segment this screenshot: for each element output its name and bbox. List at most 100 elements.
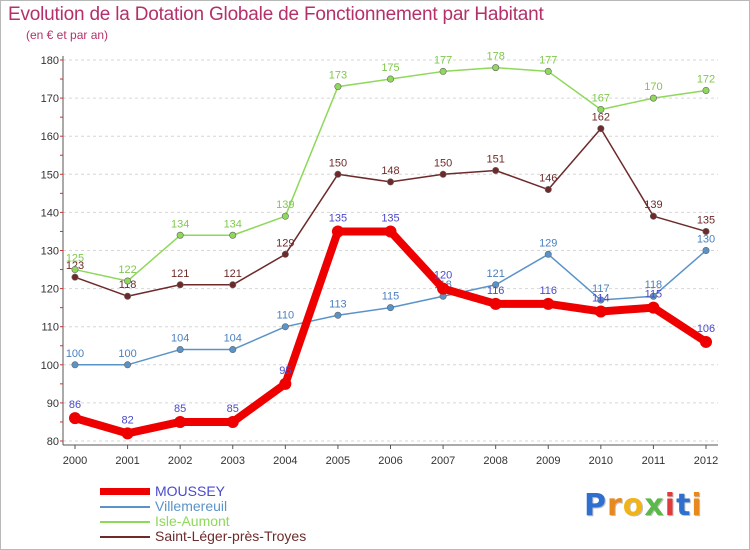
y-tick-label: 150 [41, 169, 59, 181]
x-tick-label: 2009 [536, 455, 560, 467]
data-point [544, 67, 552, 75]
proxiti-logo: Proxiti [584, 488, 703, 523]
data-label: 82 [121, 414, 133, 426]
data-label: 139 [644, 199, 662, 211]
data-point [71, 273, 79, 281]
data-label: 120 [434, 270, 452, 282]
data-label: 172 [697, 73, 715, 85]
legend-item: Saint-Léger-près-Troyes [100, 529, 306, 544]
data-label: 122 [118, 264, 136, 276]
logo-letter: i [664, 488, 677, 523]
y-tick-label: 90 [47, 398, 59, 410]
series-isle-aumont: 125 122 134 134 139 173 175 177 178 177 167 170 172 [66, 51, 715, 285]
data-label: 116 [539, 285, 557, 297]
data-label: 86 [69, 399, 81, 411]
data-label: 114 [592, 292, 610, 304]
data-point [649, 212, 657, 220]
data-point [279, 377, 292, 390]
data-point [492, 281, 500, 289]
x-tick-label: 2012 [694, 455, 718, 467]
x-tick-label: 2000 [63, 455, 87, 467]
y-tick-label: 80 [47, 436, 59, 448]
data-point [226, 415, 239, 428]
logo-letter: o [622, 488, 645, 523]
data-point [121, 427, 134, 440]
data-point [334, 83, 342, 91]
y-tick-label: 160 [41, 131, 59, 143]
data-label: 162 [592, 112, 610, 124]
data-point [384, 225, 397, 238]
data-point [229, 346, 237, 354]
data-point [649, 94, 657, 102]
data-label: 146 [539, 173, 557, 185]
series-moussey: 86 82 85 85 95 135 135 120 116 116 114 115 106 [69, 212, 715, 440]
series-saint-l-ger-pr-s-troyes: 123118121121129150148150151146162139135 [66, 112, 715, 300]
data-label: 117 [592, 283, 610, 295]
data-point [281, 212, 289, 220]
data-point [439, 170, 447, 178]
y-tick-label: 120 [41, 284, 59, 296]
data-label: 129 [276, 237, 294, 249]
data-label: 150 [329, 157, 347, 169]
chart-legend: MOUSSEY Villemereuil Isle-Aumont Saint-Lége… [100, 484, 306, 544]
data-point [176, 231, 184, 239]
data-point [71, 361, 79, 369]
data-label: 139 [276, 199, 294, 211]
data-point [281, 323, 289, 331]
chart-title: Evolution de la Dotation Globale de Fonc… [8, 4, 544, 25]
legend-item: Villemereuil [100, 499, 306, 514]
x-tick-label: 2011 [642, 455, 666, 467]
legend-item: MOUSSEY [100, 484, 306, 499]
legend-label: Isle-Aumont [155, 513, 230, 529]
data-point [229, 231, 237, 239]
data-label: 135 [329, 212, 347, 224]
logo-letter: x [644, 488, 665, 523]
data-point [597, 106, 605, 114]
data-label: 135 [381, 212, 399, 224]
data-point [492, 64, 500, 72]
data-point [69, 412, 81, 425]
data-point [386, 178, 394, 186]
data-point [176, 346, 184, 354]
data-label: 118 [119, 279, 137, 291]
data-label: 118 [645, 279, 663, 291]
data-point [124, 292, 132, 300]
legend-swatch [100, 520, 150, 523]
data-point [439, 67, 447, 75]
x-tick-label: 2007 [431, 455, 455, 467]
legend-label: Saint-Léger-près-Troyes [155, 528, 307, 544]
data-label: 113 [329, 298, 347, 310]
data-label: 121 [224, 268, 242, 280]
logo-letter: t [676, 488, 692, 523]
data-point [702, 247, 710, 255]
y-tick-label: 110 [41, 322, 59, 334]
data-point [647, 301, 660, 314]
x-tick-label: 2001 [115, 455, 139, 467]
y-tick-label: 130 [41, 246, 59, 258]
y-tick-label: 170 [41, 93, 59, 105]
data-point [702, 227, 710, 235]
data-point [489, 297, 502, 310]
data-point [281, 250, 289, 258]
x-tick-label: 2004 [273, 455, 297, 467]
data-label: 110 [277, 310, 295, 322]
data-point [597, 296, 605, 304]
data-label: 121 [171, 268, 189, 280]
data-point [331, 225, 344, 238]
data-point [334, 170, 342, 178]
series-villemereuil: 100100104104110113115118121129117118130 [66, 234, 715, 369]
data-point [334, 311, 342, 319]
legend-swatch [100, 505, 150, 508]
legend-label: MOUSSEY [155, 483, 226, 499]
data-label: 100 [66, 348, 84, 360]
data-label: 129 [539, 237, 557, 249]
data-point [702, 86, 710, 94]
data-label: 85 [174, 403, 186, 415]
data-point [597, 125, 605, 133]
data-label: 115 [382, 291, 400, 303]
y-tick-label: 180 [41, 55, 59, 67]
data-point [544, 250, 552, 258]
data-label: 135 [697, 214, 715, 226]
data-label: 177 [539, 54, 557, 66]
